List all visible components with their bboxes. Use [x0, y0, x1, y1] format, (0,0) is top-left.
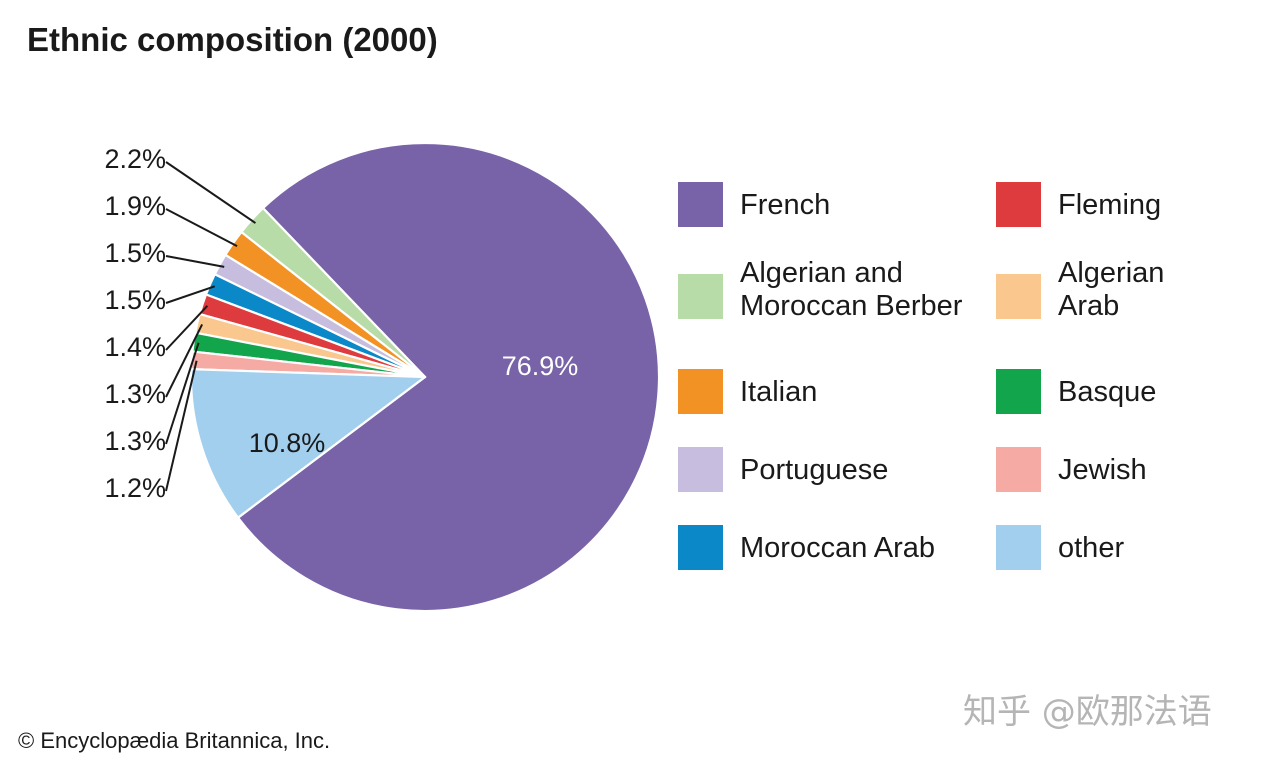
copyright-credit: © Encyclopædia Britannica, Inc.	[18, 728, 330, 753]
legend-label-portuguese: Portuguese	[740, 454, 888, 486]
callout-line-algerian-and-moroccan-berber	[165, 161, 257, 224]
callout-label-moroccan-arab: 1.5%	[104, 285, 166, 315]
callout-label-italian: 1.9%	[104, 191, 166, 221]
legend-item-portuguese: Portuguese	[678, 447, 888, 492]
legend-label-fleming: Fleming	[1058, 189, 1161, 221]
callout-labels: 2.2% 1.9% 1.5% 1.5% 1.4% 1.3% 1.3% 1.2%	[104, 144, 257, 503]
legend-swatch-basque	[996, 369, 1041, 414]
legend-label-jewish: Jewish	[1058, 454, 1147, 486]
chart-title: Ethnic composition (2000)	[27, 21, 438, 58]
legend-item-fleming: Fleming	[996, 182, 1161, 227]
legend-swatch-algerian-and-moroccan-berber	[678, 274, 723, 319]
legend-label-basque: Basque	[1058, 376, 1156, 408]
callout-label-fleming: 1.4%	[104, 332, 166, 362]
legend-item-algerian-arab: Algerian Arab	[996, 257, 1164, 322]
callout-line-moroccan-arab	[165, 285, 216, 304]
callout-label-algerian-and-moroccan-berber: 2.2%	[104, 144, 166, 174]
legend-item-jewish: Jewish	[996, 447, 1147, 492]
legend-label-other: other	[1058, 532, 1124, 564]
legend-swatch-italian	[678, 369, 723, 414]
legend-label-french: French	[740, 189, 830, 221]
callout-line-algerian-arab	[165, 324, 204, 398]
legend-item-other: other	[996, 525, 1124, 570]
legend-item-moroccan-arab: Moroccan Arab	[678, 525, 935, 570]
pie: 76.9% 10.8%	[189, 141, 661, 613]
callout-line-basque	[165, 342, 200, 445]
pie-slice-french	[236, 141, 661, 613]
legend-swatch-jewish	[996, 447, 1041, 492]
callout-line-portuguese	[165, 255, 225, 268]
legend-swatch-moroccan-arab	[678, 525, 723, 570]
legend-swatch-fleming	[996, 182, 1041, 227]
pie-slice-other	[189, 368, 427, 519]
legend-swatch-portuguese	[678, 447, 723, 492]
callout-line-fleming	[165, 305, 209, 351]
callout-line-jewish	[165, 360, 198, 492]
watermark: 知乎 @欧那法语	[963, 692, 1212, 732]
legend-label-algerian-arab: Algerian Arab	[1058, 257, 1164, 322]
legend-swatch-french	[678, 182, 723, 227]
callout-label-basque: 1.3%	[104, 426, 166, 456]
slice-label-french: 76.9%	[502, 351, 579, 381]
legend-item-basque: Basque	[996, 369, 1156, 414]
callout-label-algerian-arab: 1.3%	[104, 379, 166, 409]
slice-label-other: 10.8%	[249, 428, 326, 458]
legend-label-italian: Italian	[740, 376, 817, 408]
legend-item-italian: Italian	[678, 369, 817, 414]
callout-line-italian	[165, 208, 238, 247]
legend-label-algerian-and-moroccan-berber: Algerian and Moroccan Berber	[740, 257, 963, 322]
legend-swatch-algerian-arab	[996, 274, 1041, 319]
legend: French Algerian and Moroccan Berber Italian…	[678, 182, 1164, 570]
legend-item-algerian-and-moroccan-berber: Algerian and Moroccan Berber	[678, 257, 963, 322]
legend-swatch-other	[996, 525, 1041, 570]
legend-label-moroccan-arab: Moroccan Arab	[740, 532, 935, 564]
callout-label-jewish: 1.2%	[104, 473, 166, 503]
legend-item-french: French	[678, 182, 830, 227]
callout-label-portuguese: 1.5%	[104, 238, 166, 268]
